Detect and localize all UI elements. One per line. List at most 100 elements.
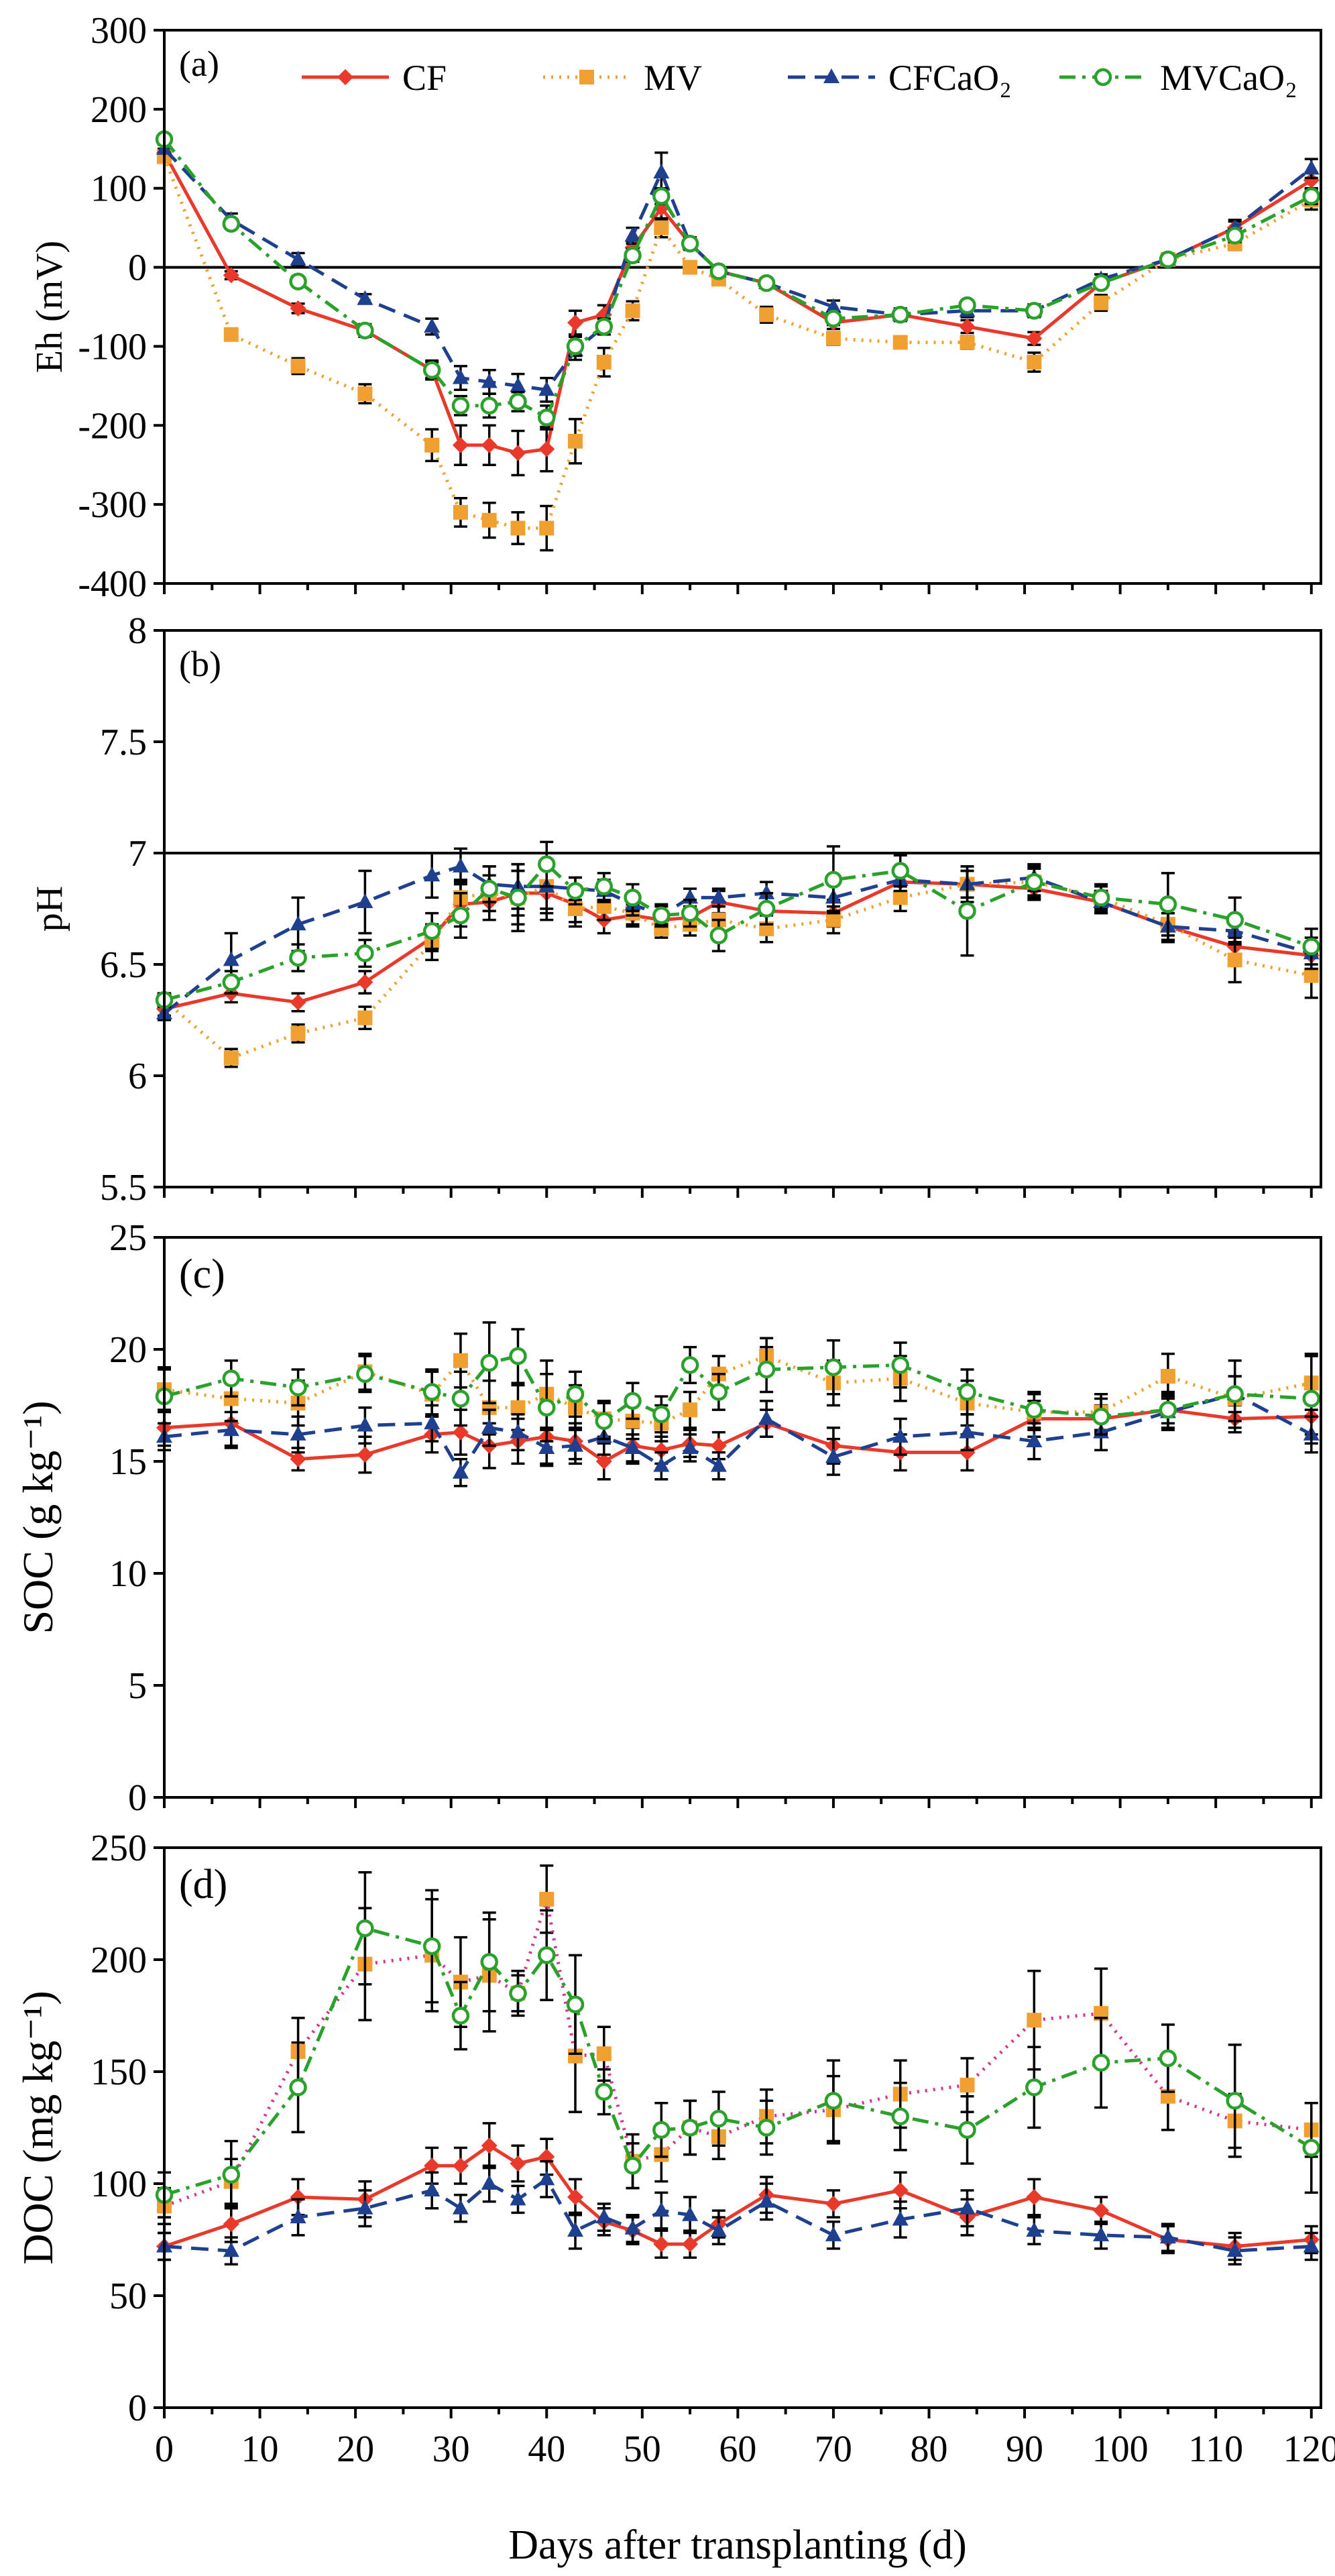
data-point-CF bbox=[481, 2137, 498, 2154]
y-tick-label: 8 bbox=[128, 610, 147, 652]
series-line-MVCaO2 bbox=[163, 138, 1312, 419]
data-point-CF bbox=[452, 437, 469, 453]
plot-frame bbox=[163, 629, 1322, 1188]
data-point-CFCaO2 bbox=[1093, 2226, 1110, 2241]
data-point-MVCaO2 bbox=[1302, 187, 1320, 205]
legend: CF MV CFCaO₂ MVCaO₂ bbox=[302, 58, 1297, 98]
data-point-MV bbox=[290, 358, 306, 374]
series-line-MV bbox=[163, 880, 1312, 1060]
data-point-MV bbox=[539, 1891, 555, 1907]
data-point-MVCaO2 bbox=[709, 2109, 728, 2128]
data-point-MVCaO2 bbox=[681, 2119, 699, 2137]
panel-3: 0 5 10 15 20 25 SOC (g kg⁻¹) (c) bbox=[14, 1217, 1322, 1819]
y-tick-label: 0 bbox=[128, 2388, 147, 2429]
data-point-MVCaO2 bbox=[222, 973, 241, 991]
data-point-CFCaO2 bbox=[510, 377, 526, 392]
data-point-CF bbox=[1093, 2202, 1110, 2219]
data-point-MVCaO2 bbox=[289, 948, 307, 967]
data-point-CFCaO2 bbox=[825, 2226, 841, 2241]
data-point-MV bbox=[568, 2048, 583, 2064]
data-point-CF bbox=[424, 2158, 441, 2174]
data-point-MVCaO2 bbox=[451, 396, 470, 415]
data-point-MVCaO2 bbox=[652, 187, 671, 205]
data-point-MVCaO2 bbox=[356, 1919, 374, 1938]
data-point-CFCaO2 bbox=[653, 2202, 670, 2217]
series-line-CF bbox=[164, 880, 1312, 1011]
data-point-MV bbox=[683, 260, 698, 275]
data-point-MVCaO2 bbox=[537, 855, 556, 873]
data-point-MVCaO2 bbox=[1159, 2049, 1177, 2068]
data-point-CF bbox=[452, 2158, 469, 2174]
data-point-MVCaO2 bbox=[509, 889, 527, 907]
data-point-MVCaO2 bbox=[222, 1369, 241, 1388]
data-point-MVCaO2 bbox=[595, 877, 614, 896]
data-point-MVCaO2 bbox=[709, 262, 728, 280]
series-line-CF bbox=[164, 2143, 1312, 2249]
plot-frame bbox=[163, 1846, 1322, 2409]
data-point-CF bbox=[290, 994, 306, 1011]
data-point-MVCaO2 bbox=[289, 1378, 307, 1397]
data-point-MVCaO2 bbox=[624, 1392, 642, 1410]
data-point-CF bbox=[510, 2155, 526, 2172]
data-point-MV bbox=[825, 331, 841, 346]
data-point-MVCaO2 bbox=[451, 1390, 470, 1408]
data-point-CFCaO2 bbox=[538, 381, 555, 396]
data-point-CFCaO2 bbox=[1226, 2242, 1243, 2257]
y-axis-label: Eh (mV) bbox=[29, 241, 70, 374]
data-point-CF bbox=[357, 974, 373, 991]
data-point-MVCaO2 bbox=[356, 1365, 374, 1383]
y-tick-label: 300 bbox=[91, 10, 147, 52]
data-point-MVCaO2 bbox=[709, 1383, 728, 1401]
y-axis-label: pH bbox=[29, 886, 70, 932]
data-point-CFCaO2 bbox=[1303, 160, 1320, 175]
data-point-MV bbox=[596, 355, 612, 370]
data-point-CFCaO2 bbox=[424, 317, 441, 333]
data-point-CFCaO2 bbox=[1303, 2237, 1320, 2253]
data-point-MVCaO2 bbox=[757, 899, 776, 918]
data-point-CF bbox=[290, 2189, 306, 2206]
legend-label-CFCaO2: CFCaO₂ bbox=[888, 58, 1012, 98]
data-point-CFCaO2 bbox=[357, 290, 373, 305]
data-point-CFCaO2 bbox=[223, 1421, 239, 1437]
y-tick-label: 5 bbox=[128, 1665, 147, 1707]
data-point-CFCaO2 bbox=[481, 2175, 498, 2190]
data-point-CFCaO2 bbox=[653, 1457, 670, 1472]
data-point-MVCaO2 bbox=[1302, 2139, 1320, 2157]
data-point-MV bbox=[424, 437, 440, 453]
data-point-MV bbox=[357, 1010, 373, 1025]
data-point-MVCaO2 bbox=[958, 2121, 976, 2139]
data-point-CF bbox=[567, 315, 584, 331]
data-point-MVCaO2 bbox=[422, 1383, 441, 1401]
data-point-MVCaO2 bbox=[824, 1358, 843, 1376]
data-point-CF bbox=[567, 2189, 584, 2206]
data-point-MVCaO2 bbox=[1226, 227, 1244, 245]
legend-label-MV: MV bbox=[644, 58, 702, 98]
series-line-CFCaO2 bbox=[164, 1392, 1312, 1475]
data-point-MVCaO2 bbox=[1025, 873, 1043, 891]
series-CFCaO2 bbox=[156, 1375, 1320, 1488]
y-tick-label: -400 bbox=[78, 563, 147, 605]
data-point-MVCaO2 bbox=[451, 2007, 470, 2025]
data-point-MVCaO2 bbox=[480, 1353, 498, 1372]
data-point-CFCaO2 bbox=[682, 2206, 699, 2221]
data-point-CFCaO2 bbox=[290, 1425, 306, 1441]
data-point-MVCaO2 bbox=[289, 272, 307, 291]
data-point-MVCaO2 bbox=[595, 317, 614, 336]
data-point-CFCaO2 bbox=[510, 2190, 526, 2206]
data-point-MVCaO2 bbox=[824, 2092, 843, 2110]
data-point-MVCaO2 bbox=[1226, 911, 1244, 929]
data-point-CFCaO2 bbox=[452, 1463, 469, 1479]
data-point-MVCaO2 bbox=[757, 2119, 776, 2137]
data-point-MVCaO2 bbox=[958, 1383, 976, 1401]
data-point-CFCaO2 bbox=[892, 1428, 909, 1443]
y-tick-label: 150 bbox=[91, 2052, 147, 2093]
x-tick-label: 120 bbox=[1283, 2428, 1335, 2470]
data-point-CF bbox=[653, 2236, 670, 2253]
x-tick-label: 100 bbox=[1092, 2428, 1149, 2470]
data-point-MV bbox=[223, 1050, 239, 1066]
series-CF bbox=[156, 865, 1320, 1017]
data-point-CFCaO2 bbox=[424, 1414, 441, 1430]
y-tick-label: 6 bbox=[128, 1056, 147, 1097]
series-MV bbox=[157, 149, 1319, 552]
